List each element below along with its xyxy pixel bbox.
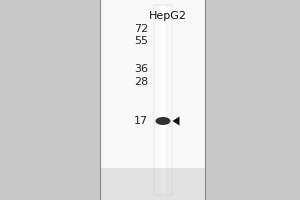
Bar [165,5,168,195]
Bar [169,5,172,195]
Bar [100,168,205,200]
Text: 17: 17 [134,116,148,126]
Text: 28: 28 [134,77,148,87]
Ellipse shape [155,117,170,125]
Text: 36: 36 [134,64,148,74]
Bar [154,5,172,195]
Text: 55: 55 [134,36,148,46]
Bar [0,0,100,200]
Text: HepG2: HepG2 [149,11,187,21]
Bar [100,0,205,200]
Bar [205,0,300,200]
Bar [154,5,157,195]
Text: 72: 72 [134,24,148,34]
Bar [158,5,161,195]
Polygon shape [172,116,179,126]
Bar [156,5,159,195]
Bar [167,5,170,195]
